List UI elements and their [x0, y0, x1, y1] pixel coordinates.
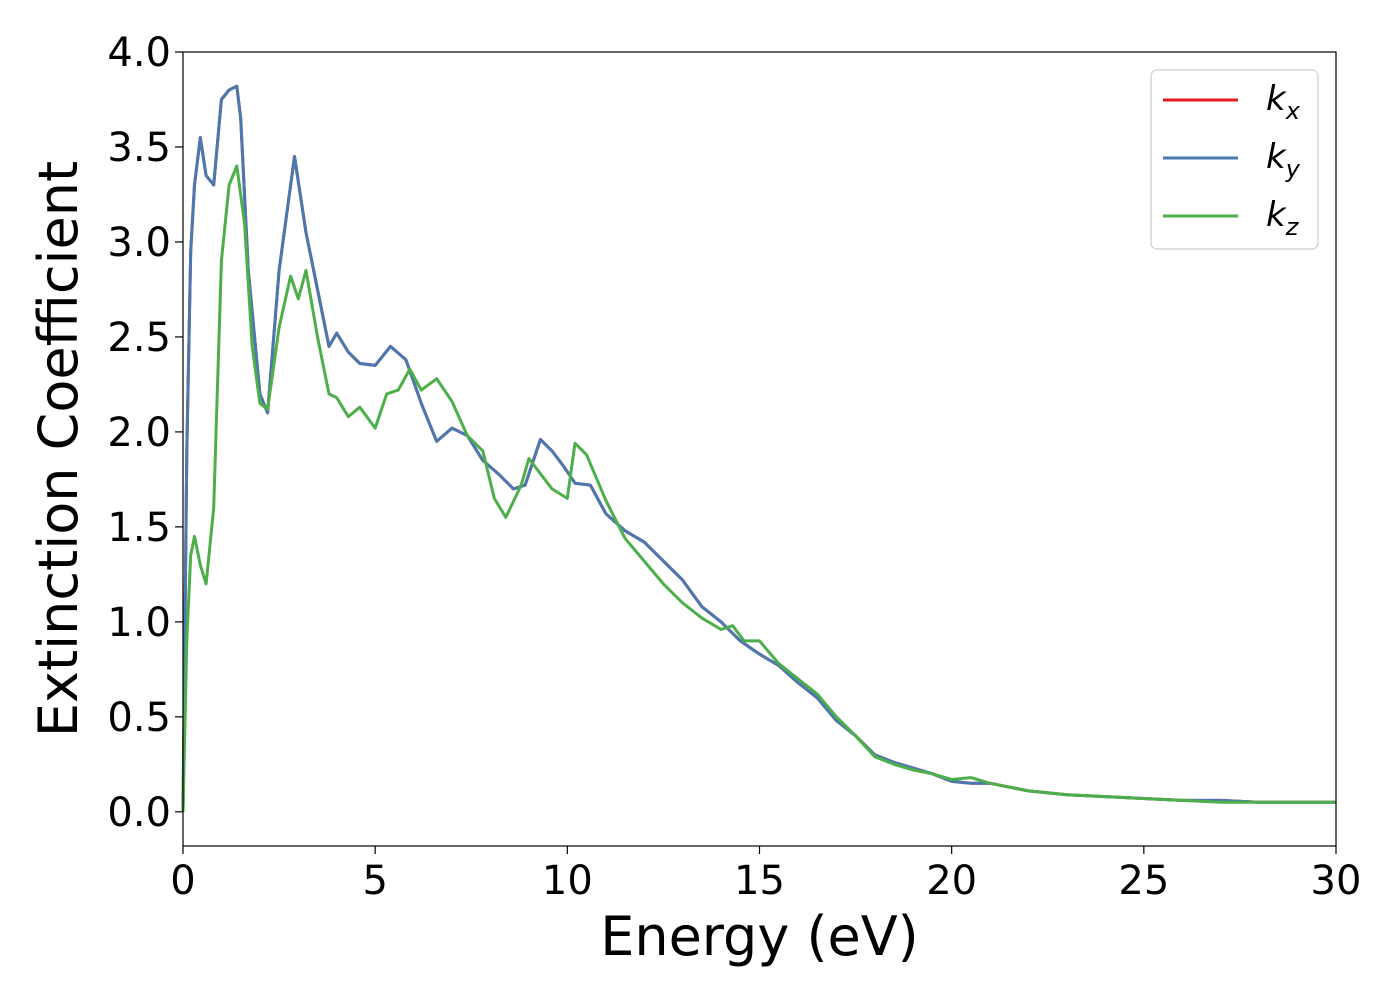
x-tick-label: 30 — [1311, 858, 1362, 904]
legend-label-kx: kx — [1266, 79, 1301, 125]
y-axis: 0.0 0.5 1.0 1.5 2.0 2.5 3.0 3.5 4.0 — [107, 30, 183, 836]
legend-label-kz: kz — [1266, 195, 1300, 241]
x-tick-label: 25 — [1118, 858, 1169, 904]
legend-label-ky: ky — [1266, 137, 1301, 183]
x-axis: 0 5 10 15 20 25 30 — [170, 846, 1361, 904]
y-tick-label: 0.0 — [107, 790, 171, 836]
y-tick-label: 1.5 — [107, 505, 171, 551]
y-tick-label: 2.0 — [107, 410, 171, 456]
y-tick-label: 4.0 — [107, 30, 171, 76]
x-tick-label: 20 — [926, 858, 977, 904]
legend: kx ky kz — [1150, 69, 1319, 250]
plot-area — [181, 84, 1336, 812]
y-tick-label: 1.0 — [107, 600, 171, 646]
x-tick-label: 0 — [170, 858, 195, 904]
y-tick-label: 2.5 — [107, 315, 171, 361]
x-tick-label: 5 — [362, 858, 387, 904]
x-tick-label: 10 — [542, 858, 593, 904]
y-tick-label: 3.0 — [107, 220, 171, 266]
y-tick-label: 3.5 — [107, 125, 171, 171]
x-tick-label: 15 — [734, 858, 785, 904]
series-line-kz — [181, 164, 1336, 812]
y-tick-label: 0.5 — [107, 695, 171, 741]
y-axis-label: Extinction Coefficient — [27, 161, 90, 737]
x-axis-label: Energy (eV) — [600, 905, 919, 968]
